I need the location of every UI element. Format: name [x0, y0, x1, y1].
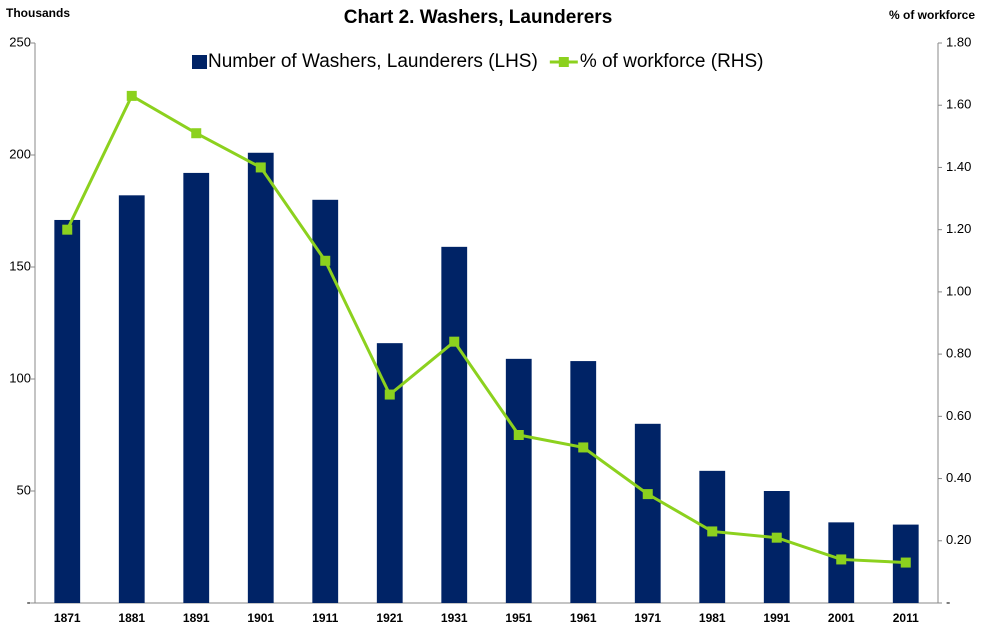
marker: [62, 224, 73, 235]
marker: [126, 90, 137, 101]
bar: [699, 470, 726, 603]
y-tick-label: 150: [9, 258, 31, 273]
x-tick-label: 2001: [828, 611, 855, 625]
marker: [707, 526, 718, 537]
y2-tick-label: 0.40: [946, 470, 971, 485]
bar: [247, 152, 274, 603]
y-tick-label: 100: [9, 370, 31, 385]
x-tick-label: 2011: [893, 611, 919, 625]
x-tick-label: 1901: [247, 611, 274, 625]
bar: [118, 195, 145, 603]
marker: [513, 430, 524, 440]
bar: [312, 199, 339, 604]
y-tick-label: -: [27, 594, 31, 609]
y2-tick-label: 0.20: [946, 532, 971, 547]
y-axis-label: Thousands: [6, 6, 70, 20]
bar: [634, 423, 661, 603]
y2-tick-label: 1.20: [946, 221, 971, 236]
bar: [441, 246, 468, 603]
x-tick-label: 1991: [763, 611, 790, 625]
x-tick-label: 1951: [505, 611, 532, 625]
marker: [191, 128, 202, 139]
x-tick-label: 1891: [183, 611, 210, 625]
bar: [54, 219, 81, 603]
y2-tick-label: 1.60: [946, 97, 971, 112]
y2-tick-label: 1.40: [946, 159, 971, 174]
marker: [578, 442, 589, 453]
y2-tick-label: 0.80: [946, 346, 971, 361]
legend-label: % of workforce (RHS): [580, 51, 764, 72]
marker: [384, 389, 395, 400]
marker: [642, 489, 653, 500]
legend-swatch: [192, 55, 207, 69]
bar: [570, 361, 597, 603]
marker: [320, 255, 331, 266]
bar: [183, 172, 210, 604]
x-tick-label: 1911: [312, 611, 338, 625]
x-tick-label: 1881: [118, 611, 145, 625]
line: [65, 93, 906, 565]
chart-title: Chart 2. Washers, Launderers: [344, 7, 613, 28]
y-tick-label: 200: [9, 146, 31, 161]
x-tick-label: 1921: [376, 611, 403, 625]
y-tick-label: 250: [9, 34, 31, 49]
marker: [900, 557, 911, 568]
y2-tick-label: 1.00: [946, 283, 971, 298]
x-tick-label: 1961: [570, 611, 597, 625]
y-tick-label: 50: [17, 482, 31, 497]
marker: [255, 162, 266, 173]
marker: [771, 532, 782, 543]
marker: [449, 336, 460, 347]
x-tick-label: 1981: [699, 611, 726, 625]
bar: [763, 491, 790, 603]
bar: [376, 343, 403, 603]
x-tick-label: 1871: [54, 611, 81, 625]
x-tick-label: 1931: [441, 611, 468, 625]
y2-tick-label: -: [946, 594, 950, 609]
legend-label: Number of Washers, Launderers (LHS): [208, 51, 538, 72]
bar: [505, 358, 532, 603]
y2-tick-label: 0.60: [946, 408, 971, 423]
y2-axis-label: % of workforce: [889, 8, 975, 22]
y2-tick-label: 1.80: [946, 34, 971, 49]
x-tick-label: 1971: [634, 611, 661, 625]
legend-swatch: [558, 57, 569, 67]
marker: [836, 554, 847, 565]
